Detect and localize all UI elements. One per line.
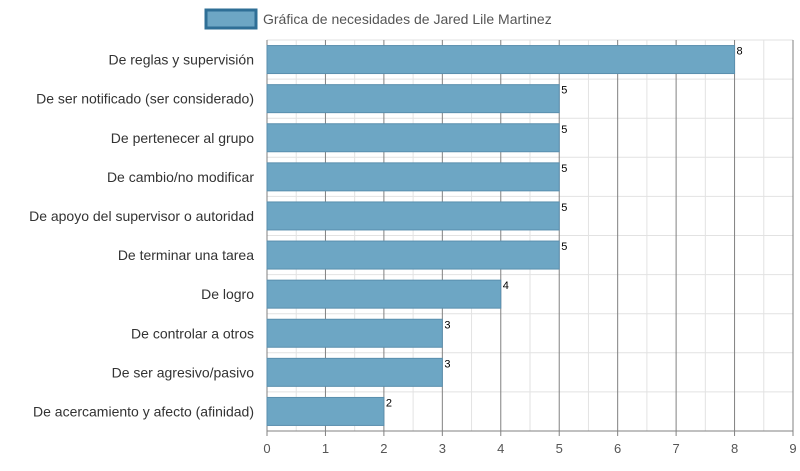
data-label: 5 <box>561 202 567 214</box>
data-label: 5 <box>561 241 567 253</box>
x-tick-label: 3 <box>439 441 446 456</box>
x-tick-label: 9 <box>789 441 796 456</box>
bar <box>266 357 443 387</box>
bar <box>266 201 560 231</box>
bars <box>266 45 736 426</box>
x-tick-label: 8 <box>731 441 738 456</box>
x-tick-label: 7 <box>672 441 679 456</box>
category-labels: De reglas y supervisión De ser notificado… <box>29 52 254 420</box>
category-label: De controlar a otros <box>131 325 254 341</box>
bar <box>266 240 560 270</box>
data-label: 3 <box>444 319 450 331</box>
legend: Gráfica de necesidades de Jared Lile Mar… <box>204 8 552 30</box>
x-tick-labels: 0 1 2 3 4 5 6 7 8 9 <box>263 441 796 456</box>
x-tick-label: 0 <box>263 441 270 456</box>
x-tick-label: 6 <box>614 441 621 456</box>
value-labels: 8 5 5 5 5 5 4 3 3 2 <box>386 46 743 410</box>
bar <box>266 84 560 114</box>
bar <box>266 162 560 192</box>
bar <box>266 396 385 426</box>
data-label: 4 <box>503 280 509 292</box>
data-label: 8 <box>737 46 743 58</box>
category-label: De pertenecer al grupo <box>111 130 254 146</box>
data-label: 5 <box>561 124 567 136</box>
bar <box>266 45 736 75</box>
bar <box>266 123 560 153</box>
category-label: De logro <box>201 286 254 302</box>
data-label: 2 <box>386 397 392 409</box>
data-label: 5 <box>561 85 567 97</box>
category-label: De terminar una tarea <box>118 247 254 263</box>
bar <box>266 318 443 348</box>
category-label: De apoyo del supervisor o autoridad <box>29 208 254 224</box>
category-label: De cambio/no modificar <box>107 169 254 185</box>
x-tick-label: 5 <box>556 441 563 456</box>
x-tick-label: 1 <box>322 441 329 456</box>
category-label: De reglas y supervisión <box>108 52 254 68</box>
x-tick-label: 2 <box>380 441 387 456</box>
category-label: De ser notificado (ser considerado) <box>36 91 254 107</box>
bar <box>266 279 502 309</box>
legend-label: Gráfica de necesidades de Jared Lile Mar… <box>263 11 552 27</box>
category-label: De acercamiento y afecto (afinidad) <box>33 403 254 419</box>
category-label: De ser agresivo/pasivo <box>112 364 255 380</box>
data-label: 5 <box>561 163 567 175</box>
x-tick-label: 4 <box>497 441 504 456</box>
data-label: 3 <box>444 358 450 370</box>
legend-swatch <box>204 8 258 30</box>
